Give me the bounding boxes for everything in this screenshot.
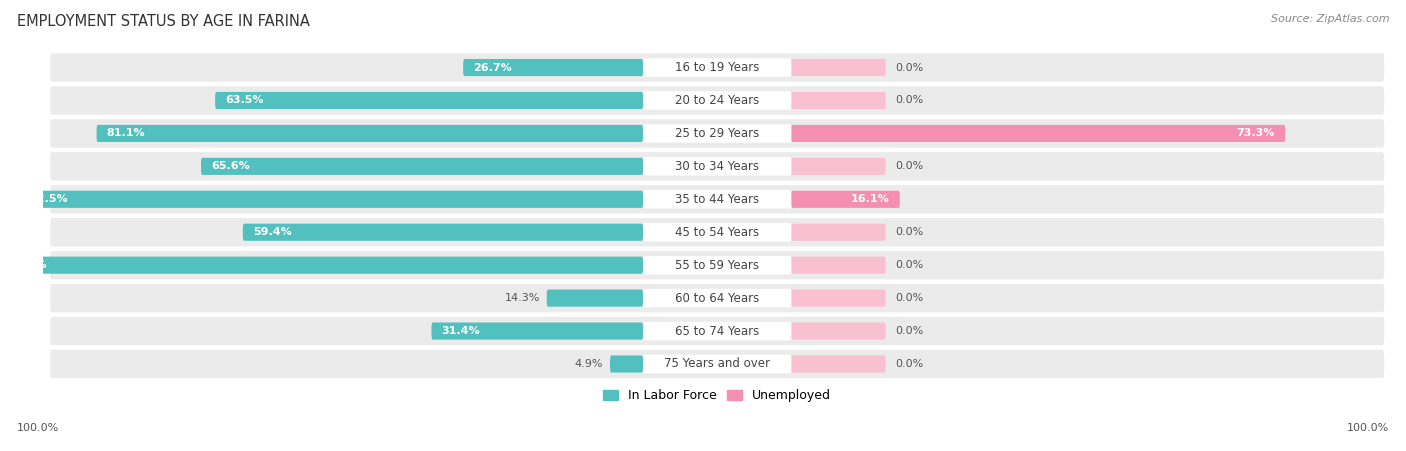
FancyBboxPatch shape	[792, 191, 900, 208]
FancyBboxPatch shape	[643, 223, 792, 241]
Text: 0.0%: 0.0%	[896, 326, 924, 336]
Text: 0.0%: 0.0%	[896, 260, 924, 270]
FancyBboxPatch shape	[547, 290, 643, 307]
Text: 60 to 64 Years: 60 to 64 Years	[675, 292, 759, 304]
Text: 0.0%: 0.0%	[896, 63, 924, 73]
Text: 0.0%: 0.0%	[896, 359, 924, 369]
FancyBboxPatch shape	[792, 59, 886, 76]
Text: 65.6%: 65.6%	[211, 161, 250, 171]
FancyBboxPatch shape	[51, 284, 1385, 312]
FancyBboxPatch shape	[643, 157, 792, 175]
FancyBboxPatch shape	[643, 91, 792, 110]
Text: EMPLOYMENT STATUS BY AGE IN FARINA: EMPLOYMENT STATUS BY AGE IN FARINA	[17, 14, 309, 28]
FancyBboxPatch shape	[792, 92, 886, 109]
Text: 16 to 19 Years: 16 to 19 Years	[675, 61, 759, 74]
FancyBboxPatch shape	[0, 257, 643, 274]
Text: 35 to 44 Years: 35 to 44 Years	[675, 193, 759, 206]
Text: 4.9%: 4.9%	[575, 359, 603, 369]
FancyBboxPatch shape	[51, 86, 1385, 115]
FancyBboxPatch shape	[792, 125, 1285, 142]
FancyBboxPatch shape	[643, 124, 792, 143]
Text: 100.0%: 100.0%	[17, 423, 59, 433]
Text: 59.4%: 59.4%	[253, 227, 291, 237]
Text: 45 to 54 Years: 45 to 54 Years	[675, 226, 759, 239]
Text: 26.7%: 26.7%	[474, 63, 512, 73]
FancyBboxPatch shape	[643, 322, 792, 340]
FancyBboxPatch shape	[792, 158, 886, 175]
FancyBboxPatch shape	[643, 190, 792, 208]
FancyBboxPatch shape	[463, 59, 643, 76]
Text: 92.5%: 92.5%	[30, 194, 69, 204]
FancyBboxPatch shape	[792, 355, 886, 373]
Text: 75 Years and over: 75 Years and over	[664, 358, 770, 370]
Text: 100.0%: 100.0%	[1347, 423, 1389, 433]
FancyBboxPatch shape	[215, 92, 643, 109]
FancyBboxPatch shape	[792, 224, 886, 241]
FancyBboxPatch shape	[97, 125, 643, 142]
FancyBboxPatch shape	[51, 218, 1385, 246]
Text: 65 to 74 Years: 65 to 74 Years	[675, 325, 759, 337]
Text: 16.1%: 16.1%	[851, 194, 890, 204]
FancyBboxPatch shape	[51, 251, 1385, 279]
FancyBboxPatch shape	[643, 289, 792, 307]
Text: Source: ZipAtlas.com: Source: ZipAtlas.com	[1271, 14, 1389, 23]
FancyBboxPatch shape	[792, 290, 886, 307]
FancyBboxPatch shape	[51, 185, 1385, 213]
Text: 20 to 24 Years: 20 to 24 Years	[675, 94, 759, 107]
FancyBboxPatch shape	[201, 158, 643, 175]
FancyBboxPatch shape	[643, 58, 792, 77]
Text: 95.7%: 95.7%	[8, 260, 46, 270]
FancyBboxPatch shape	[243, 224, 643, 241]
FancyBboxPatch shape	[643, 256, 792, 274]
FancyBboxPatch shape	[432, 322, 643, 340]
FancyBboxPatch shape	[51, 152, 1385, 180]
Text: 73.3%: 73.3%	[1237, 129, 1275, 138]
Text: 30 to 34 Years: 30 to 34 Years	[675, 160, 759, 173]
Legend: In Labor Force, Unemployed: In Labor Force, Unemployed	[599, 384, 837, 407]
FancyBboxPatch shape	[51, 317, 1385, 345]
Text: 0.0%: 0.0%	[896, 227, 924, 237]
FancyBboxPatch shape	[51, 350, 1385, 378]
Text: 25 to 29 Years: 25 to 29 Years	[675, 127, 759, 140]
Text: 0.0%: 0.0%	[896, 161, 924, 171]
Text: 0.0%: 0.0%	[896, 293, 924, 303]
Text: 55 to 59 Years: 55 to 59 Years	[675, 259, 759, 272]
FancyBboxPatch shape	[51, 53, 1385, 82]
FancyBboxPatch shape	[643, 355, 792, 373]
FancyBboxPatch shape	[51, 119, 1385, 147]
Text: 31.4%: 31.4%	[441, 326, 481, 336]
FancyBboxPatch shape	[792, 322, 886, 340]
Text: 63.5%: 63.5%	[225, 96, 264, 106]
Text: 0.0%: 0.0%	[896, 96, 924, 106]
Text: 14.3%: 14.3%	[505, 293, 540, 303]
FancyBboxPatch shape	[792, 257, 886, 274]
FancyBboxPatch shape	[610, 355, 643, 373]
Text: 81.1%: 81.1%	[107, 129, 145, 138]
FancyBboxPatch shape	[20, 191, 643, 208]
